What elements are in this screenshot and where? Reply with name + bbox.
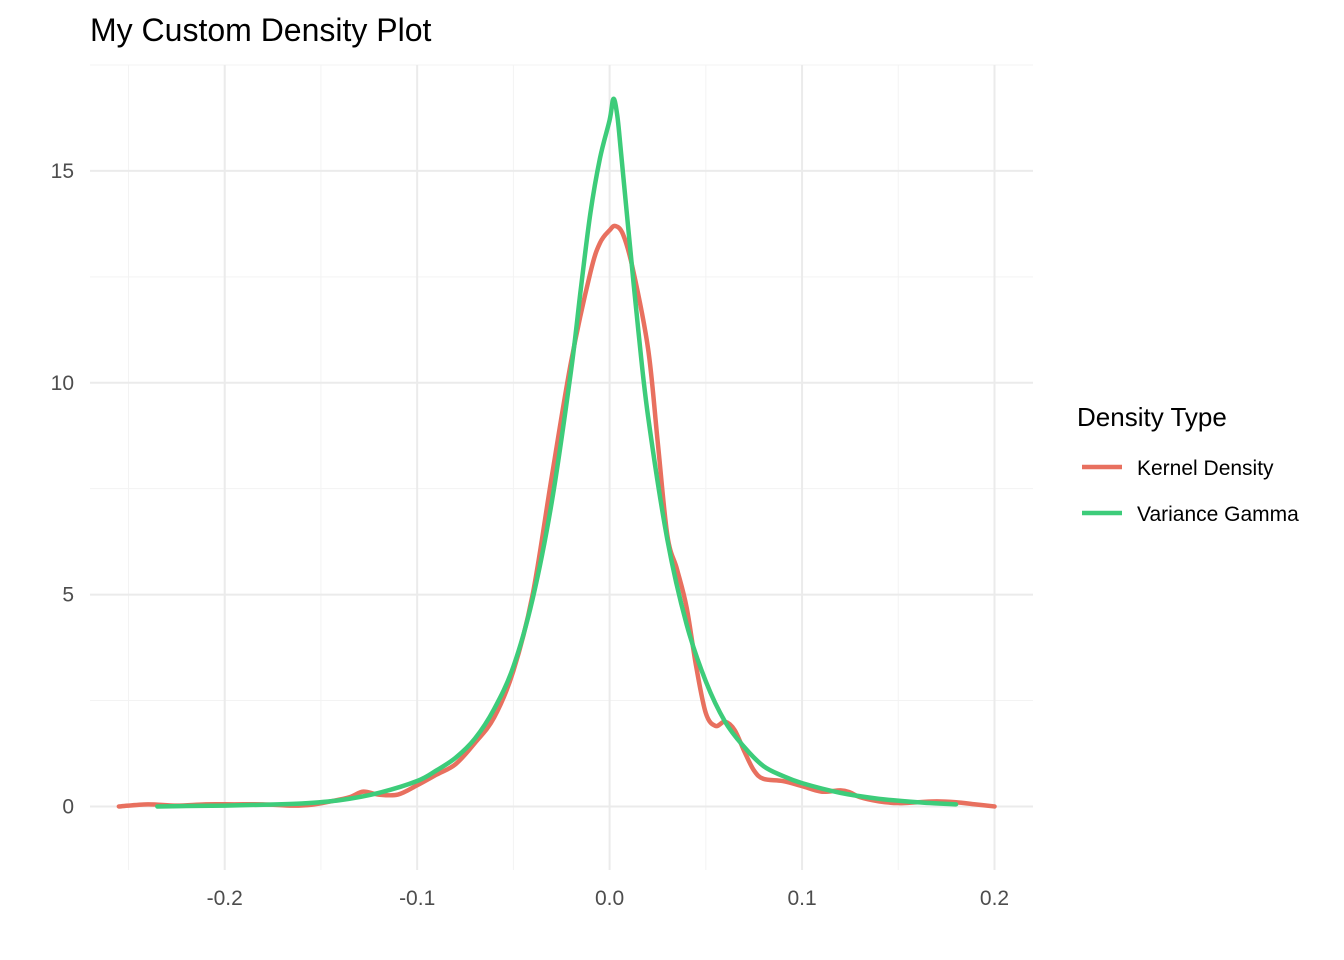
- kernel-density-line: [116, 223, 997, 809]
- kernel-density-legend-label: Kernel Density: [1137, 457, 1274, 480]
- series-lines: [116, 96, 997, 809]
- variance-gamma-line: [155, 96, 959, 809]
- y-tick-label: 0: [62, 795, 74, 818]
- x-axis-tick-labels: -0.2 -0.1 0.0 0.1 0.2: [207, 887, 1009, 910]
- x-tick-label: 0.1: [787, 887, 816, 910]
- major-gridlines: [90, 65, 1033, 870]
- y-tick-label: 10: [51, 372, 74, 395]
- legend: Density Type Kernel Density Variance Gamm…: [1077, 402, 1299, 526]
- legend-title: Density Type: [1077, 402, 1227, 432]
- legend-items: Kernel Density Variance Gamma: [1082, 457, 1299, 526]
- minor-gridlines: [90, 64, 1033, 870]
- x-tick-label: 0.2: [980, 887, 1009, 910]
- y-tick-label: 15: [51, 160, 74, 183]
- x-tick-label: -0.1: [399, 887, 435, 910]
- x-tick-label: 0.0: [595, 887, 624, 910]
- y-tick-label: 5: [62, 584, 74, 607]
- y-axis-tick-labels: 0 5 10 15: [51, 160, 74, 819]
- x-tick-label: -0.2: [207, 887, 243, 910]
- chart-title: My Custom Density Plot: [90, 12, 432, 48]
- variance-gamma-legend-label: Variance Gamma: [1137, 503, 1299, 526]
